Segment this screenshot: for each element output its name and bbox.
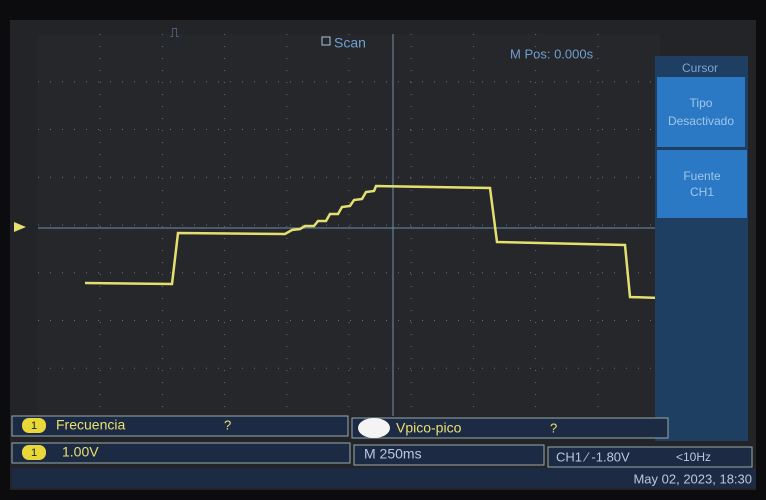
channel-badge xyxy=(358,418,390,438)
menu-title: Cursor xyxy=(682,61,718,75)
button-value: Desactivado xyxy=(668,114,734,128)
button-label: Tipo xyxy=(690,96,713,110)
measurement-value: ? xyxy=(224,417,231,432)
menu-button[interactable] xyxy=(657,150,747,218)
channel: 1 xyxy=(31,420,37,432)
page: ⎍ Scan M Pos: 0.000s Cursor Tipo Desacti… xyxy=(0,0,766,495)
measurement-name: Frecuencia xyxy=(56,417,125,433)
measurement-value: ? xyxy=(550,420,557,435)
trigger: CH1 ∕ -1.80V xyxy=(556,449,630,464)
trigger-icon: ⎍ xyxy=(170,24,179,39)
button-label: Fuente xyxy=(683,169,721,183)
measurement-name: Vpico-pico xyxy=(396,420,462,436)
oscilloscope-screen: ⎍ Scan M Pos: 0.000s Cursor Tipo Desacti… xyxy=(0,0,766,495)
menu-button[interactable] xyxy=(657,77,745,147)
frequency: <10Hz xyxy=(676,450,711,464)
mode: Scan xyxy=(334,35,366,51)
scale: 1.00V xyxy=(62,444,99,460)
button-value: CH1 xyxy=(690,185,714,199)
datetime: May 02, 2023, 18:30 xyxy=(633,471,752,486)
position: M Pos: 0.000s xyxy=(510,46,594,61)
timebase: M 250ms xyxy=(364,446,422,462)
channel: 1 xyxy=(31,447,37,459)
